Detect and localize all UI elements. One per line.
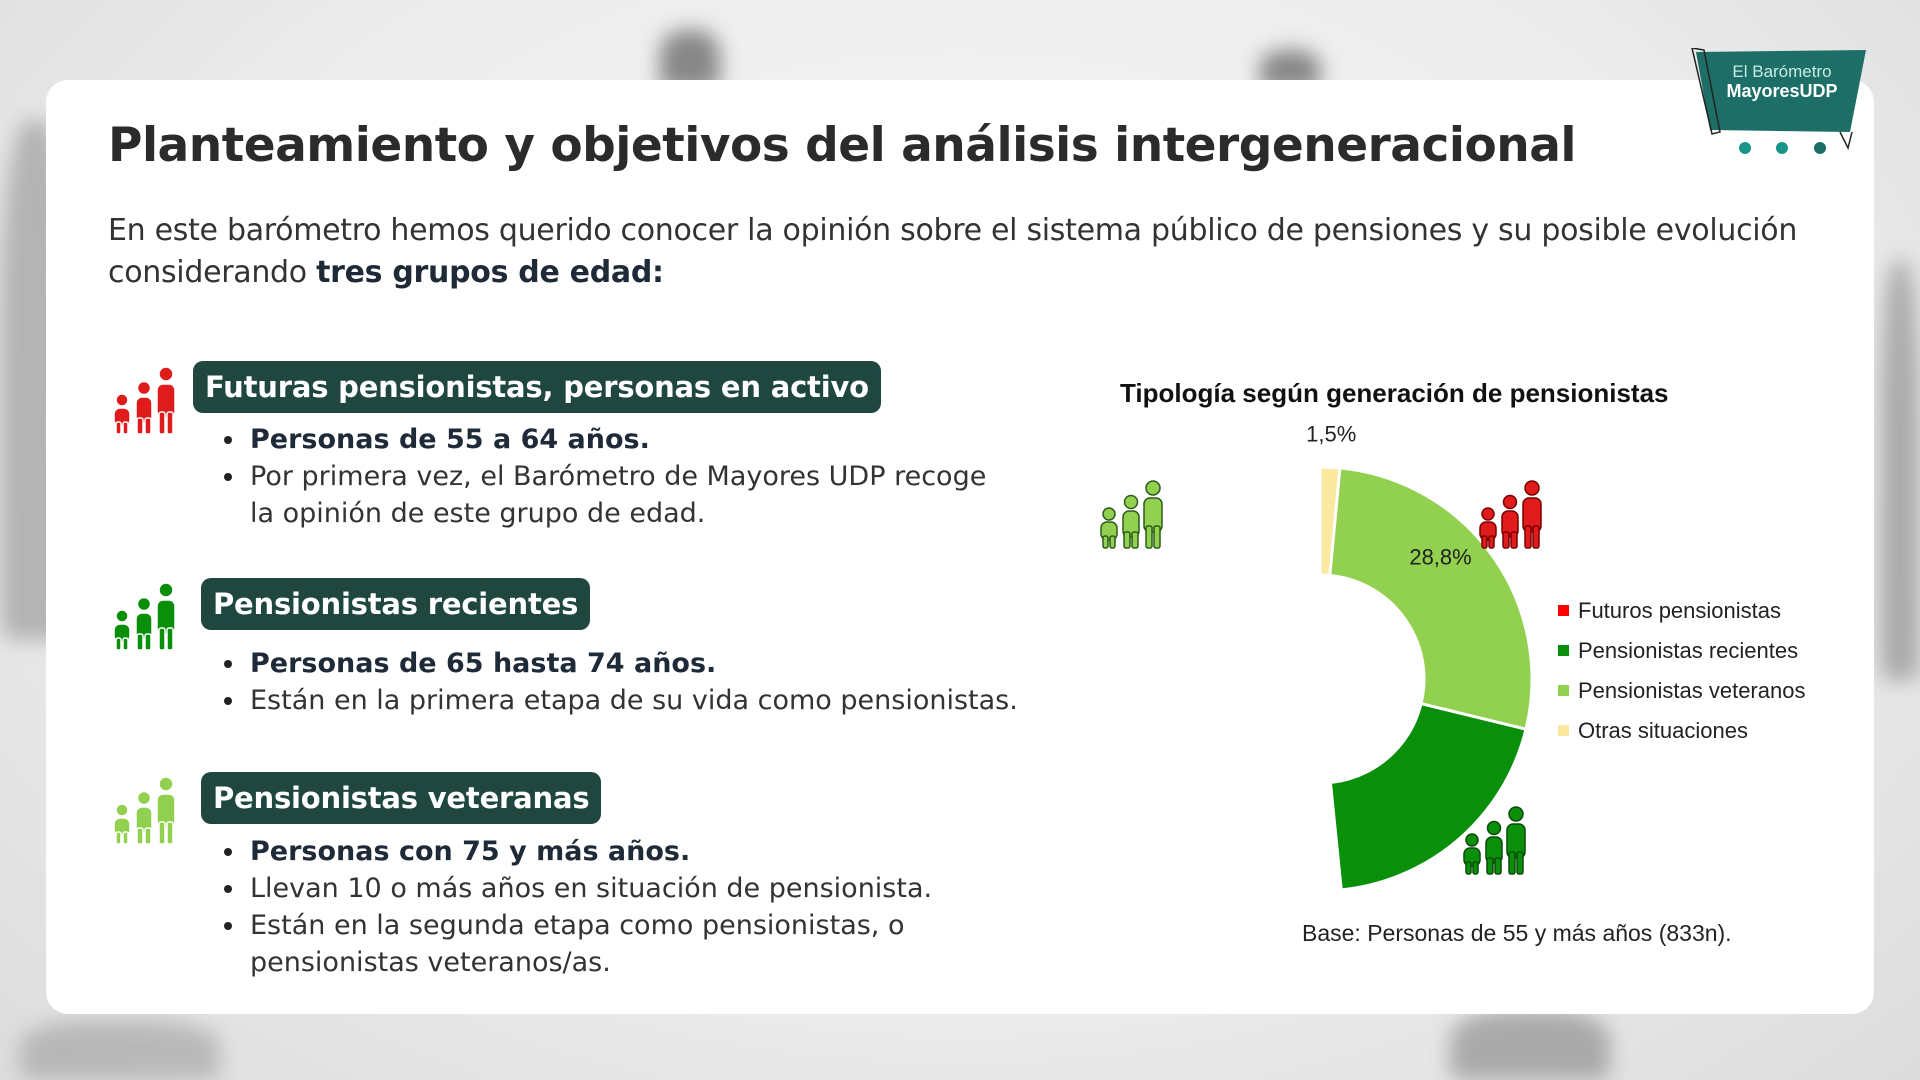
page-title: Planteamiento y objetivos del análisis i… bbox=[108, 118, 1577, 173]
base-note: Base: Personas de 55 y más años (833n). bbox=[1302, 920, 1732, 946]
donut-chart: 21,3%48,4%28,8%1,5% bbox=[1306, 421, 1534, 892]
slice-otras bbox=[1318, 465, 1342, 578]
data-label: 28,8% bbox=[1409, 544, 1471, 569]
udp-logo: El Barómetro MayoresUDP bbox=[1691, 48, 1866, 154]
slice-veteranos bbox=[1318, 465, 1534, 731]
list-item: Llevan 10 o más años en situación de pen… bbox=[222, 870, 932, 907]
chart-legend: Futuros pensionistas Pensionistas recien… bbox=[1558, 596, 1805, 756]
list-item: Están en la segunda etapa como pensionis… bbox=[222, 907, 932, 944]
list-item-continuation: la opinión de este grupo de edad. bbox=[250, 498, 706, 529]
legend-swatch bbox=[1558, 725, 1569, 736]
family-icon-darkgreen bbox=[1463, 806, 1526, 875]
list-item: Están en la primera etapa de su vida com… bbox=[222, 682, 1018, 719]
legend-swatch bbox=[1558, 685, 1569, 696]
group-bullets-futuros: Personas de 55 a 64 años. Por primera ve… bbox=[222, 421, 986, 495]
logo-dot-icon bbox=[1739, 142, 1751, 154]
list-item-continuation: pensionistas veteranos/as. bbox=[250, 947, 611, 978]
legend-label: Futuros pensionistas bbox=[1578, 598, 1781, 623]
background-figure bbox=[20, 1020, 220, 1080]
family-icon-lightgreen bbox=[113, 776, 176, 845]
content-card bbox=[46, 80, 1874, 1014]
group-label-futuros: Futuras pensionistas, personas en activo bbox=[193, 361, 881, 413]
family-icon-red bbox=[113, 366, 176, 435]
list-item: Por primera vez, el Barómetro de Mayores… bbox=[222, 458, 986, 495]
list-item: Personas de 55 a 64 años. bbox=[222, 421, 986, 458]
logo-line1: El Barómetro bbox=[1732, 62, 1831, 81]
group-bullets-veteranos: Personas con 75 y más años. Llevan 10 o … bbox=[222, 833, 932, 944]
intro-bold: tres grupos de edad: bbox=[316, 255, 664, 290]
legend-label: Pensionistas recientes bbox=[1578, 638, 1799, 663]
logo-dot-icon bbox=[1814, 142, 1826, 154]
legend-item: Pensionistas recientes bbox=[1558, 636, 1805, 676]
background-figure bbox=[1880, 260, 1920, 680]
legend-item: Futuros pensionistas bbox=[1558, 596, 1805, 636]
family-icon-darkgreen bbox=[113, 582, 176, 651]
list-item: Personas de 65 hasta 74 años. bbox=[222, 645, 1018, 682]
family-icon-red bbox=[1479, 480, 1542, 549]
background-figure bbox=[1450, 1010, 1610, 1080]
legend-item: Otras situaciones bbox=[1558, 716, 1805, 756]
legend-label: Pensionistas veteranos bbox=[1578, 678, 1806, 703]
legend-label: Otras situaciones bbox=[1578, 718, 1748, 743]
family-icon-lightgreen bbox=[1100, 480, 1163, 549]
data-label: 1,5% bbox=[1306, 421, 1356, 446]
logo-dot-icon bbox=[1776, 142, 1788, 154]
group-label-veteranos: Pensionistas veteranas bbox=[201, 772, 602, 824]
group-label-recientes: Pensionistas recientes bbox=[201, 578, 591, 630]
legend-swatch bbox=[1558, 605, 1569, 616]
intro-paragraph: En este barómetro hemos querido conocer … bbox=[108, 210, 1858, 294]
group-bullets-recientes: Personas de 65 hasta 74 años. Están en l… bbox=[222, 645, 1018, 719]
logo-line2: MayoresUDP bbox=[1726, 81, 1837, 101]
list-item: Personas con 75 y más años. bbox=[222, 833, 932, 870]
intro-text: En este barómetro hemos querido conocer … bbox=[108, 213, 1798, 290]
legend-item: Pensionistas veteranos bbox=[1558, 676, 1805, 716]
legend-swatch bbox=[1558, 645, 1569, 656]
chart-title: Tipología según generación de pensionist… bbox=[1120, 378, 1669, 408]
